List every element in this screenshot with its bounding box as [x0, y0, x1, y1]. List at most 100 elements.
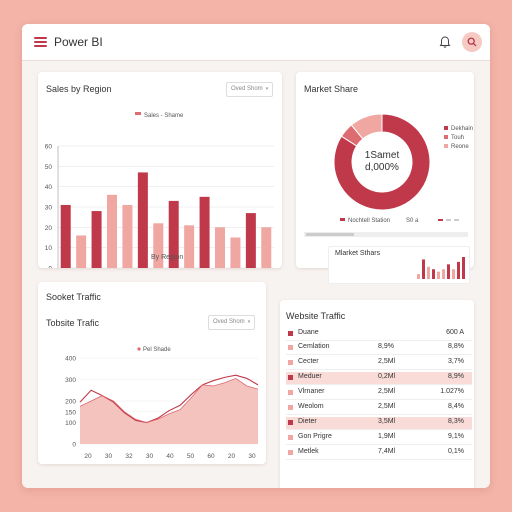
row-value-1: 3,5Ml — [378, 418, 396, 425]
x-tick-label: 30 — [248, 453, 256, 460]
pager-dots — [438, 219, 459, 221]
x-tick-label: 32 — [125, 453, 133, 460]
bar — [245, 213, 256, 268]
y-tick-label: 200 — [65, 399, 76, 406]
row-label: Gon Prigre — [298, 433, 332, 440]
legend-dot — [137, 347, 141, 351]
card-subtitle: Tobsite Trafic — [46, 318, 100, 328]
dropdown-label: Oved Shom — [231, 86, 263, 92]
app-window: Power BI Sales by Region Oved Shom ▾ Sale… — [22, 24, 490, 488]
row-value-1: 2,5Ml — [378, 358, 396, 365]
bar — [122, 204, 133, 268]
table-row[interactable]: Dieter 3,5Ml 8,3% — [286, 417, 472, 430]
mini-bar — [417, 274, 420, 279]
menu-icon[interactable] — [34, 37, 47, 47]
table-row[interactable]: Meduer 0,2Ml 8,9% — [286, 372, 472, 385]
bar — [230, 237, 241, 268]
scrollbar[interactable] — [304, 232, 468, 237]
row-value-2: 1.027% — [440, 388, 464, 395]
scrollbar-thumb[interactable] — [306, 233, 354, 236]
bottom-legend-1: Nochtell Station — [348, 218, 390, 224]
top-bar: Power BI — [22, 24, 490, 61]
row-marker — [288, 331, 293, 336]
table-row[interactable]: Weolom 2,5Ml 8,4% — [286, 402, 472, 415]
row-value-1: 2,5Ml — [378, 403, 396, 410]
row-value-1: 8,9% — [378, 343, 394, 350]
row-value-2: 0,1% — [448, 448, 464, 455]
bar — [199, 196, 210, 268]
x-tick-label: 40 — [166, 453, 174, 460]
bar — [184, 225, 195, 268]
y-tick-label: 150 — [65, 409, 76, 416]
row-marker — [288, 345, 293, 350]
x-tick-label: 50 — [187, 453, 195, 460]
bar — [153, 223, 164, 268]
row-value-2: 8,3% — [448, 418, 464, 425]
y-tick-label: 20 — [45, 225, 53, 232]
legend-label: Dekhain — [451, 126, 473, 132]
row-marker — [288, 450, 293, 455]
legend-label: Sales - Shame — [144, 113, 184, 119]
y-tick-label: 0 — [72, 442, 76, 449]
table-header-row: Duane 600 A — [286, 328, 472, 341]
bell-icon[interactable] — [438, 35, 452, 49]
sales-bar-chart: Sales - Shame 0 10 20 30 40 50 60 By Region — [45, 112, 274, 268]
search-icon — [467, 37, 477, 47]
period-dropdown[interactable]: Oved Shom ▾ — [208, 315, 256, 330]
table-row[interactable]: Gon Prigre 1,9Ml 9,1% — [286, 432, 472, 445]
website-traffic-card: Website Traffic Duane 600 A Cemlation 8,9… — [280, 300, 474, 488]
row-value-2: 8,4% — [448, 403, 464, 410]
row-label: Meduer — [298, 373, 322, 380]
pager-dot — [438, 219, 443, 221]
series-line — [79, 374, 259, 424]
x-tick-label: 20 — [228, 453, 236, 460]
card-title: Sooket Traffic — [46, 292, 101, 302]
row-marker — [288, 360, 293, 365]
row-value-1: 1,9Ml — [378, 433, 396, 440]
row-label: Weolom — [298, 403, 324, 410]
mini-bar — [432, 269, 435, 279]
donut-center-line1: 1Samet — [365, 150, 400, 161]
x-tick-label: 30 — [146, 453, 154, 460]
y-tick-label: 50 — [45, 164, 53, 171]
card-title: Website Traffic — [286, 311, 346, 321]
row-value-1: 0,2Ml — [378, 373, 396, 380]
app-title: Power BI — [54, 35, 103, 49]
row-marker — [288, 420, 293, 425]
period-dropdown[interactable]: Oved Shom ▾ — [226, 82, 274, 97]
y-tick-label: 400 — [65, 356, 76, 363]
row-marker — [288, 435, 293, 440]
mini-bar-chart — [417, 257, 465, 279]
row-value-2: 3,7% — [448, 358, 464, 365]
row-label: Vlrnaner — [298, 388, 325, 395]
row-marker — [288, 375, 293, 380]
row-label: Dieter — [298, 418, 317, 425]
search-button[interactable] — [462, 32, 482, 52]
legend-swatch — [340, 218, 345, 221]
pie-slice — [350, 113, 383, 140]
y-tick-label: 100 — [65, 420, 76, 427]
mini-panel-title: Mlarket Sthars — [335, 250, 381, 257]
market-share-mini-panel: Mlarket Sthars — [328, 246, 470, 284]
dropdown-label: Oved Shom — [213, 319, 245, 325]
legend-swatch — [135, 112, 141, 115]
y-tick-label: 60 — [45, 144, 53, 151]
mini-bar — [457, 261, 460, 279]
table-row[interactable]: Metlek 7,4Ml 0,1% — [286, 447, 472, 460]
table-row[interactable]: Cecter 2,5Ml 3,7% — [286, 357, 472, 370]
bar — [76, 235, 87, 268]
table-row[interactable]: Vlrnaner 2,5Ml 1.027% — [286, 387, 472, 400]
row-label: Cecter — [298, 358, 319, 365]
sales-by-region-card: Sales by Region Oved Shom ▾ Sales - Shame… — [38, 72, 282, 268]
header-label: Duane — [298, 329, 319, 336]
legend-swatch — [444, 135, 448, 139]
pie-slice — [333, 113, 431, 211]
card-title: Market Share — [304, 84, 359, 94]
pager-dot — [454, 219, 459, 221]
bar — [107, 194, 117, 268]
mini-bar — [422, 259, 425, 279]
sooket-traffic-card: Sooket Traffic Tobsite Trafic Oved Shom ▾… — [38, 282, 266, 464]
chevron-down-icon: ▾ — [247, 319, 251, 325]
table-row[interactable]: Cemlation 8,9% 8,8% — [286, 342, 472, 355]
market-share-chart: 1Samet d,000% Dekhain Touh Reone Nochtell … — [304, 113, 473, 237]
